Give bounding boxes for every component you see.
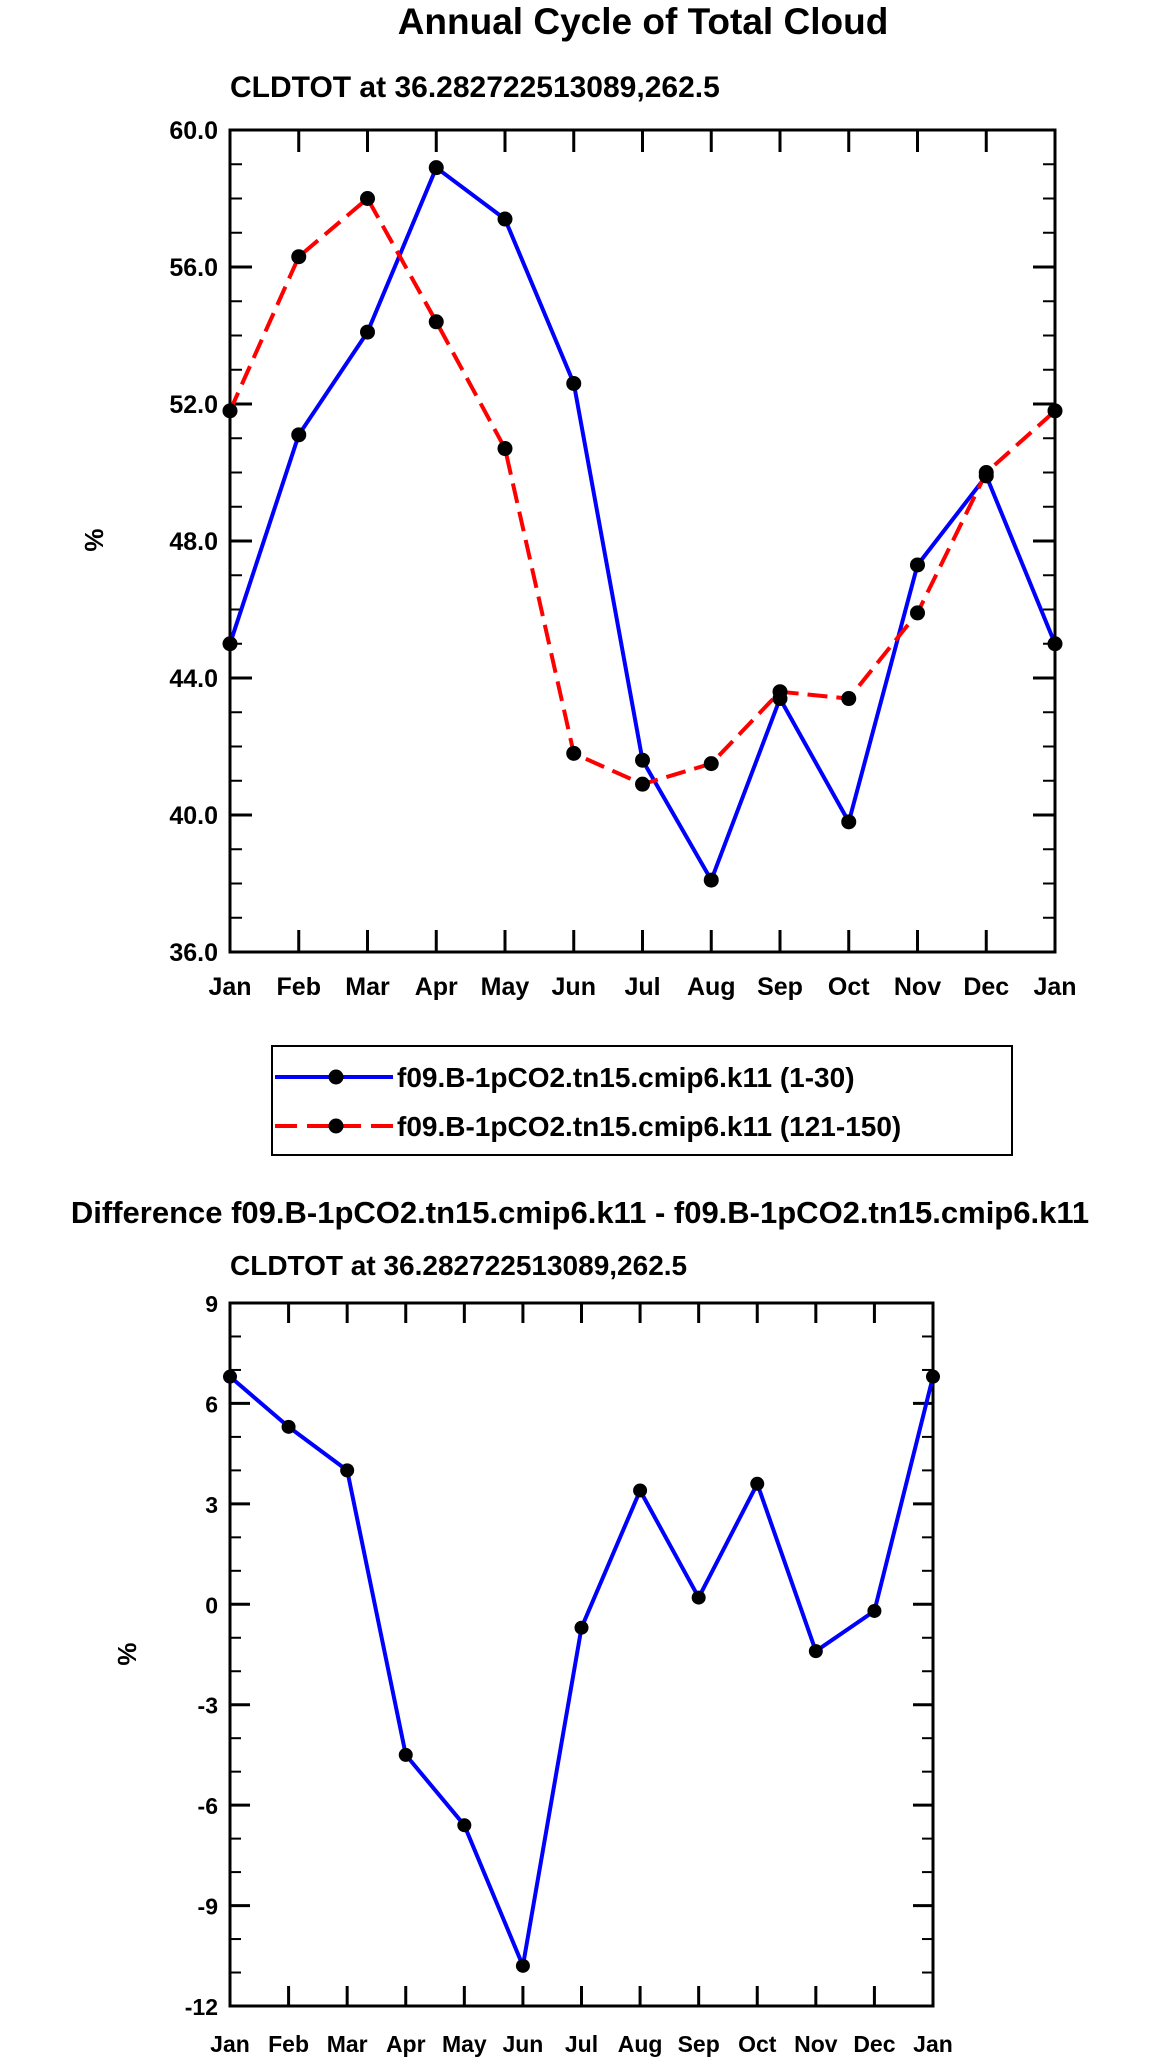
plot-annual-cycle: 36.0 40.0 44.0 48.0 52.0 56.0 60.0 Jan Feb Mar Apr… xyxy=(169,117,1076,1001)
data-point-series-1 xyxy=(497,211,513,227)
data-point-series-1 xyxy=(691,1590,706,1605)
data-point-series-1 xyxy=(635,752,650,768)
y-tick-label: 52.0 xyxy=(169,391,218,419)
data-point-series-1 xyxy=(566,375,582,391)
x-tick-label: Mar xyxy=(345,973,390,1001)
y-tick-label: 48.0 xyxy=(169,528,218,556)
chart-title: Annual Cycle of Total Cloud xyxy=(398,1,889,42)
legend: f09.B-1pCO2.tn15.cmip6.k11 (1-30) f09.B-… xyxy=(271,1045,1013,1156)
data-point-series-1 xyxy=(808,1644,823,1659)
y-tick-label: 60.0 xyxy=(169,117,218,145)
y-tick-label: 9 xyxy=(205,1291,218,1317)
x-tick-label: Jan xyxy=(1033,973,1076,1001)
series-line-1 xyxy=(228,1375,935,1968)
x-tick-label: Jun xyxy=(552,973,596,1001)
x-tick-label: Dec xyxy=(963,973,1009,1001)
data-point-series-1 xyxy=(291,427,307,443)
series-line-1 xyxy=(228,165,1057,883)
y-tick-label: 56.0 xyxy=(169,254,218,282)
data-point-series-1 xyxy=(398,1747,413,1762)
x-tick-label: Dec xyxy=(853,2031,895,2057)
y-tick-label: 3 xyxy=(205,1492,218,1518)
x-tick-label: Jul xyxy=(624,973,660,1001)
diff-chart-title: Difference f09.B-1pCO2.tn15.cmip6.k11 - … xyxy=(71,1195,1089,1230)
data-point-series-1 xyxy=(223,1369,237,1384)
data-point-series-1 xyxy=(703,872,719,888)
data-point-series-2 xyxy=(635,776,650,792)
data-point-series-2 xyxy=(360,191,375,206)
x-tick-label: Aug xyxy=(687,973,736,1001)
y-tick-label: 0 xyxy=(205,1592,218,1618)
x-tick-label: Nov xyxy=(894,973,941,1001)
x-tick-label: Feb xyxy=(277,973,321,1001)
x-tick-label: Apr xyxy=(415,973,458,1001)
x-tick-label: Jan xyxy=(913,2031,953,2057)
data-point-series-1 xyxy=(841,814,857,830)
plot-difference: -12 -9 -6 -3 0 3 6 9 Jan Feb Mar Apr May Jun Jul Aug Sep… xyxy=(185,1291,953,2057)
legend-label-series-2: f09.B-1pCO2.tn15.cmip6.k11 (121-150) xyxy=(397,1111,901,1142)
data-point-series-1 xyxy=(360,324,375,340)
x-tick-label: Nov xyxy=(794,2031,838,2057)
x-tick-label: May xyxy=(481,973,530,1001)
data-point-series-2 xyxy=(566,745,582,761)
legend-box xyxy=(271,1045,1013,1156)
y-tick-label: -12 xyxy=(185,1994,218,2020)
x-tick-label: Jul xyxy=(565,2031,598,2057)
data-point-series-1 xyxy=(428,160,444,176)
x-tick-label: Mar xyxy=(327,2031,368,2057)
series-line-2 xyxy=(228,196,1057,787)
data-point-series-1 xyxy=(633,1483,648,1498)
y-tick-label: 6 xyxy=(205,1391,218,1417)
x-tick-label: Sep xyxy=(757,973,803,1001)
y-tick-label: -9 xyxy=(198,1894,218,1920)
data-point-series-2 xyxy=(978,465,994,480)
x-tick-label: Oct xyxy=(828,973,870,1001)
data-point-series-1 xyxy=(340,1463,355,1478)
x-tick-label: Aug xyxy=(618,2031,663,2057)
data-point-series-1 xyxy=(926,1369,940,1384)
x-tick-label: Jan xyxy=(208,973,251,1001)
data-point-series-2 xyxy=(428,314,444,330)
data-point-series-1 xyxy=(1047,636,1063,652)
data-point-series-1 xyxy=(222,636,238,652)
data-point-series-1 xyxy=(574,1620,589,1635)
x-tick-label: Jan xyxy=(210,2031,250,2057)
x-tick-label: May xyxy=(442,2031,487,2057)
y-axis-label: % xyxy=(79,528,109,551)
data-point-series-2 xyxy=(772,684,788,700)
data-point-series-1 xyxy=(457,1818,472,1833)
data-point-series-2 xyxy=(222,403,238,419)
data-point-series-1 xyxy=(867,1603,882,1618)
y-tick-label: -6 xyxy=(198,1793,218,1819)
data-point-series-2 xyxy=(703,756,719,772)
x-tick-label: Oct xyxy=(738,2031,777,2057)
data-point-series-2 xyxy=(841,691,857,707)
y-tick-label: -3 xyxy=(198,1693,218,1719)
legend-marker-series-2 xyxy=(328,1118,344,1134)
y-tick-label: 36.0 xyxy=(169,939,218,967)
x-tick-label: Jun xyxy=(502,2031,543,2057)
x-tick-label: Apr xyxy=(386,2031,426,2057)
data-point-series-1 xyxy=(515,1958,530,1973)
data-point-series-1 xyxy=(750,1476,765,1491)
y-tick-label: 44.0 xyxy=(169,665,218,693)
diff-chart-subtitle: CLDTOT at 36.282722513089,262.5 xyxy=(230,1250,687,1281)
x-tick-label: Sep xyxy=(678,2031,720,2057)
diff-y-axis-label: % xyxy=(112,1642,142,1665)
data-point-series-2 xyxy=(497,441,513,457)
chart-subtitle: CLDTOT at 36.282722513089,262.5 xyxy=(230,71,720,104)
data-point-series-2 xyxy=(1047,403,1063,419)
legend-marker-series-1 xyxy=(328,1069,344,1085)
data-point-series-1 xyxy=(910,557,925,573)
y-tick-label: 40.0 xyxy=(169,802,218,830)
data-point-series-2 xyxy=(291,249,307,265)
plot-frame xyxy=(228,1301,935,2008)
data-point-series-2 xyxy=(910,605,925,621)
x-tick-label: Feb xyxy=(268,2031,309,2057)
legend-label-series-1: f09.B-1pCO2.tn15.cmip6.k11 (1-30) xyxy=(397,1062,855,1093)
data-point-series-1 xyxy=(281,1419,296,1434)
plot-frame xyxy=(228,128,1057,954)
